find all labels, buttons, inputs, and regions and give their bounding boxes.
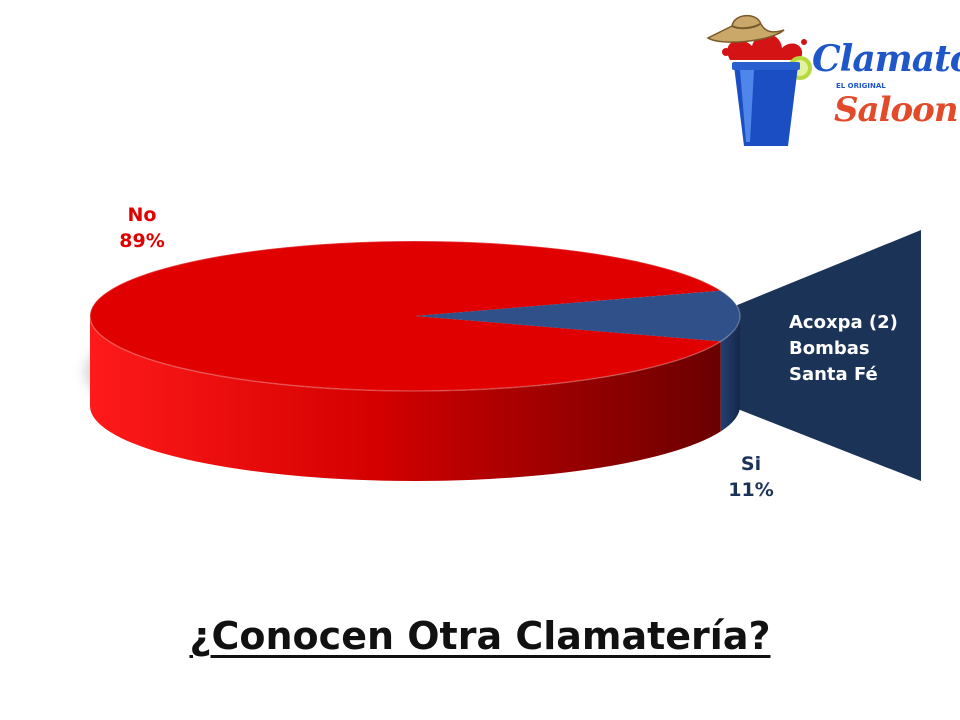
callout-item: Bombas <box>789 338 870 359</box>
page-title: ¿Conocen Otra Clamatería? <box>189 614 771 658</box>
cowboy-hat-cup-icon <box>706 14 812 146</box>
pie-slice-no <box>90 240 721 391</box>
data-label-si: Si 11% <box>716 451 786 503</box>
data-label-no-category: No <box>127 204 157 226</box>
data-label-no: No 89% <box>100 202 184 254</box>
callout-shape <box>730 230 921 481</box>
pie-rim <box>89 240 741 392</box>
pie-side-no <box>89 316 721 482</box>
pie-side-si <box>720 316 740 432</box>
callout-item: Santa Fé <box>789 364 878 385</box>
pie-slice-si <box>415 290 740 342</box>
callout-list: Acoxpa (2) Bombas Santa Fé <box>789 310 939 388</box>
logo-tagline: EL ORIGINAL <box>836 82 886 90</box>
data-label-si-value: 11% <box>728 479 774 501</box>
logo-text-saloon: Saloon <box>834 90 959 130</box>
data-label-si-category: Si <box>740 453 762 475</box>
clamato-saloon-logo: Clamato EL ORIGINAL Saloon <box>700 12 960 152</box>
callout-item: Acoxpa (2) <box>789 312 898 333</box>
data-label-no-value: 89% <box>119 230 165 252</box>
logo-text-clamato: Clamato <box>812 38 960 80</box>
